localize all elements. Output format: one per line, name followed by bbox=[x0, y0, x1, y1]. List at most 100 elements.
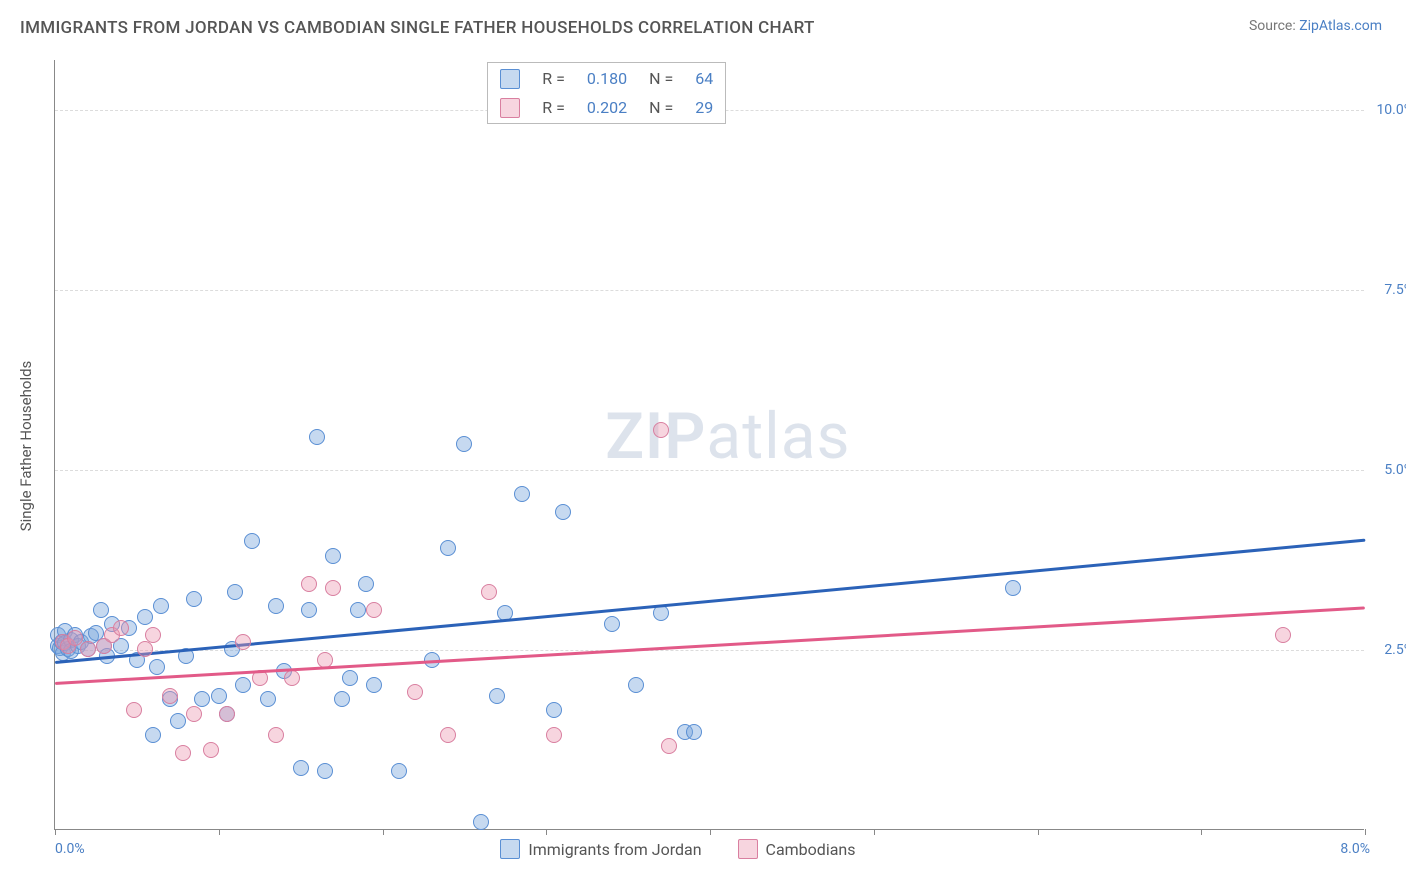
chart-title: IMMIGRANTS FROM JORDAN VS CAMBODIAN SING… bbox=[20, 18, 815, 38]
data-point-jordan bbox=[227, 584, 243, 600]
data-point-cambodian bbox=[219, 706, 235, 722]
data-point-jordan bbox=[456, 436, 472, 452]
data-point-cambodian bbox=[145, 627, 161, 643]
data-point-jordan bbox=[260, 691, 276, 707]
data-point-jordan bbox=[473, 814, 489, 830]
data-point-jordan bbox=[93, 602, 109, 618]
data-point-cambodian bbox=[546, 727, 562, 743]
source-prefix: Source: bbox=[1249, 18, 1299, 34]
x-tick bbox=[55, 829, 56, 835]
data-point-cambodian bbox=[440, 727, 456, 743]
data-point-cambodian bbox=[481, 584, 497, 600]
y-tick-label: 5.0% bbox=[1368, 462, 1406, 478]
data-point-cambodian bbox=[186, 706, 202, 722]
watermark: ZIPatlas bbox=[605, 399, 850, 474]
data-point-jordan bbox=[546, 702, 562, 718]
x-tick bbox=[219, 829, 220, 835]
data-point-jordan bbox=[342, 670, 358, 686]
gridline-h bbox=[55, 290, 1364, 291]
x-tick bbox=[546, 829, 547, 835]
data-point-jordan bbox=[293, 760, 309, 776]
plot-area: ZIPatlas 2.5%5.0%7.5%10.0%0.0%8.0%R =0.1… bbox=[54, 60, 1364, 830]
stat-R-value: 0.180 bbox=[577, 65, 637, 92]
stat-R-label: R = bbox=[532, 65, 575, 92]
data-point-cambodian bbox=[126, 702, 142, 718]
data-point-jordan bbox=[334, 691, 350, 707]
x-tick bbox=[1365, 829, 1366, 835]
source-attribution: Source: ZipAtlas.com bbox=[1249, 18, 1382, 34]
data-point-jordan bbox=[194, 691, 210, 707]
legend-label-cambodian: Cambodians bbox=[766, 840, 856, 859]
data-point-cambodian bbox=[80, 641, 96, 657]
stat-N-value: 29 bbox=[685, 94, 723, 121]
data-point-jordan bbox=[489, 688, 505, 704]
data-point-jordan bbox=[653, 605, 669, 621]
y-tick-label: 2.5% bbox=[1368, 642, 1406, 658]
watermark-rest: atlas bbox=[706, 399, 850, 474]
x-max-label: 8.0% bbox=[1340, 841, 1370, 857]
series-legend: Immigrants from Jordan Cambodians bbox=[500, 838, 891, 859]
data-point-jordan bbox=[211, 688, 227, 704]
data-point-jordan bbox=[555, 504, 571, 520]
gridline-h bbox=[55, 470, 1364, 471]
data-point-cambodian bbox=[653, 422, 669, 438]
data-point-jordan bbox=[350, 602, 366, 618]
data-point-jordan bbox=[628, 677, 644, 693]
data-point-cambodian bbox=[203, 742, 219, 758]
data-point-cambodian bbox=[325, 580, 341, 596]
data-point-jordan bbox=[301, 602, 317, 618]
data-point-jordan bbox=[317, 763, 333, 779]
data-point-jordan bbox=[137, 609, 153, 625]
stat-N-label: N = bbox=[639, 94, 683, 121]
data-point-jordan bbox=[235, 677, 251, 693]
x-tick bbox=[1201, 829, 1202, 835]
data-point-jordan bbox=[149, 659, 165, 675]
legend-label-jordan: Immigrants from Jordan bbox=[528, 840, 701, 859]
data-point-cambodian bbox=[162, 688, 178, 704]
data-point-cambodian bbox=[661, 738, 677, 754]
source-link[interactable]: ZipAtlas.com bbox=[1299, 18, 1382, 34]
data-point-jordan bbox=[309, 429, 325, 445]
x-tick bbox=[710, 829, 711, 835]
data-point-jordan bbox=[1005, 580, 1021, 596]
data-point-cambodian bbox=[235, 634, 251, 650]
stat-legend: R =0.180N =64R =0.202N =29 bbox=[487, 62, 726, 124]
data-point-jordan bbox=[366, 677, 382, 693]
y-tick-label: 7.5% bbox=[1368, 282, 1406, 298]
x-tick bbox=[383, 829, 384, 835]
data-point-jordan bbox=[325, 548, 341, 564]
data-point-jordan bbox=[604, 616, 620, 632]
y-axis-label: Single Father Households bbox=[17, 361, 35, 532]
data-point-jordan bbox=[170, 713, 186, 729]
data-point-jordan bbox=[391, 763, 407, 779]
data-point-jordan bbox=[145, 727, 161, 743]
stat-R-label: R = bbox=[532, 94, 575, 121]
legend-swatch-jordan bbox=[500, 839, 520, 859]
data-point-cambodian bbox=[301, 576, 317, 592]
data-point-jordan bbox=[514, 486, 530, 502]
data-point-cambodian bbox=[1275, 627, 1291, 643]
stat-N-value: 64 bbox=[685, 65, 723, 92]
data-point-jordan bbox=[686, 724, 702, 740]
data-point-jordan bbox=[153, 598, 169, 614]
data-point-cambodian bbox=[175, 745, 191, 761]
data-point-jordan bbox=[244, 533, 260, 549]
legend-swatch-jordan bbox=[500, 69, 520, 89]
gridline-h bbox=[55, 650, 1364, 651]
data-point-jordan bbox=[440, 540, 456, 556]
legend-swatch-cambodian bbox=[500, 98, 520, 118]
stat-R-value: 0.202 bbox=[577, 94, 637, 121]
data-point-jordan bbox=[358, 576, 374, 592]
stat-N-label: N = bbox=[639, 65, 683, 92]
x-min-label: 0.0% bbox=[55, 841, 85, 857]
stat-legend-row: R =0.202N =29 bbox=[490, 94, 723, 121]
data-point-cambodian bbox=[137, 641, 153, 657]
regression-line-cambodian bbox=[55, 607, 1365, 685]
data-point-cambodian bbox=[268, 727, 284, 743]
x-tick bbox=[874, 829, 875, 835]
stat-legend-row: R =0.180N =64 bbox=[490, 65, 723, 92]
legend-swatch-cambodian bbox=[738, 839, 758, 859]
data-point-jordan bbox=[268, 598, 284, 614]
data-point-jordan bbox=[186, 591, 202, 607]
data-point-cambodian bbox=[366, 602, 382, 618]
